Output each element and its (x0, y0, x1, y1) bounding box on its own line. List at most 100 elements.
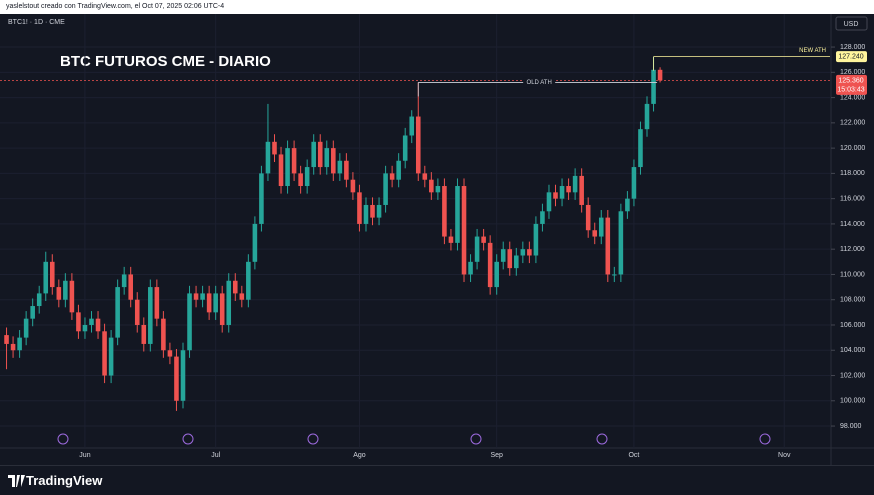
candle-body (298, 173, 303, 187)
y-tick-label: 104.000 (840, 347, 865, 354)
x-tick-label: Oct (628, 452, 639, 459)
candle-body (422, 173, 428, 180)
event-icon[interactable] (759, 433, 771, 445)
event-icon[interactable] (57, 433, 69, 445)
candle-body (148, 287, 153, 344)
candle-body (272, 141, 277, 155)
candle-body (128, 274, 133, 300)
y-tick-label: 98.000 (840, 423, 862, 430)
candle-body (200, 293, 205, 300)
candle-body (442, 186, 447, 237)
chart: BTC1! · 1D · CME BTC FUTUROS CME - DIARI… (0, 14, 874, 465)
y-tick-label: 124.000 (840, 94, 865, 101)
last-price-bg (836, 74, 867, 95)
y-tick-label: 102.000 (840, 372, 865, 379)
candle-body (540, 211, 545, 224)
footer: TradingView (0, 465, 874, 495)
candle-body (455, 186, 460, 243)
last-price-label: 125.360 (838, 77, 863, 84)
candle-body (402, 135, 408, 161)
candle-body (566, 186, 571, 193)
candle-body (429, 179, 434, 193)
candle-body (651, 69, 656, 104)
candle-body (63, 280, 68, 300)
candle-body (383, 173, 388, 205)
candle-body (481, 236, 486, 243)
candle-body (206, 293, 212, 313)
y-tick-label: 106.000 (840, 322, 865, 329)
candle-body (468, 261, 473, 275)
candle-body (631, 167, 637, 199)
chart-background (0, 14, 874, 465)
candle-body (376, 204, 382, 218)
candle-body (174, 356, 179, 401)
candle-body (618, 211, 624, 275)
currency-box[interactable] (835, 16, 868, 31)
chart-title: BTC FUTUROS CME - DIARIO (60, 53, 271, 70)
candle-body (625, 198, 630, 212)
event-icon[interactable] (182, 433, 194, 445)
candle-body (76, 312, 81, 332)
candle-body (474, 236, 480, 262)
candle-body (344, 160, 349, 180)
candle-body (370, 204, 375, 218)
candle-body (10, 343, 16, 351)
candle-body (494, 261, 499, 288)
candle-body (246, 261, 251, 300)
candle-body (278, 154, 284, 187)
candle-body (252, 223, 258, 262)
candle-body (304, 167, 310, 187)
candle-body (121, 274, 127, 288)
candle-body (448, 236, 454, 243)
candle-body (317, 141, 323, 168)
candle-body (226, 280, 232, 325)
candle-body (259, 173, 264, 224)
candle-body (409, 116, 415, 136)
event-icon[interactable] (596, 433, 608, 445)
y-tick-label: 114.000 (840, 221, 865, 228)
y-tick-label: 126.000 (840, 69, 865, 76)
axis-value-bg (836, 51, 867, 63)
candle-body (598, 217, 604, 237)
candle-body (487, 242, 493, 288)
candle-body (219, 293, 225, 325)
candle-body (546, 192, 552, 212)
candle-body (30, 306, 35, 319)
axis-value-label: 127.240 (838, 53, 863, 60)
candle-body (291, 148, 297, 174)
annotation-label: OLD ATH (527, 80, 552, 86)
candle-body (507, 249, 513, 269)
candle-body (514, 255, 519, 269)
brand: TradingView (26, 473, 103, 488)
candle-body (559, 186, 565, 199)
candle-body (612, 274, 617, 276)
candle-body (17, 337, 22, 351)
candle-body (43, 261, 49, 294)
annotation-label-bg (523, 77, 556, 88)
candle-body (213, 293, 218, 313)
candle-body (36, 293, 42, 307)
candle-body (500, 249, 506, 262)
candle-body (585, 204, 591, 231)
candle-body (187, 293, 192, 351)
candle-body (56, 287, 62, 300)
candle-body (69, 280, 75, 313)
candle-body (363, 204, 369, 224)
candle-body (180, 350, 186, 401)
event-icons (57, 433, 771, 445)
event-icon[interactable] (307, 433, 319, 445)
countdown: 15:03:43 (837, 86, 864, 93)
event-icon[interactable] (470, 433, 482, 445)
candle-body (4, 335, 9, 344)
candle-body (533, 223, 539, 256)
candle-body (324, 148, 330, 168)
y-tick-label: 112.000 (840, 246, 865, 253)
candle-body (461, 186, 467, 275)
candle-body (415, 116, 421, 174)
candle-body (102, 331, 107, 376)
candle-body (579, 175, 584, 205)
candle-body (285, 148, 290, 187)
candle-body (232, 280, 238, 294)
candle-body (337, 160, 343, 174)
